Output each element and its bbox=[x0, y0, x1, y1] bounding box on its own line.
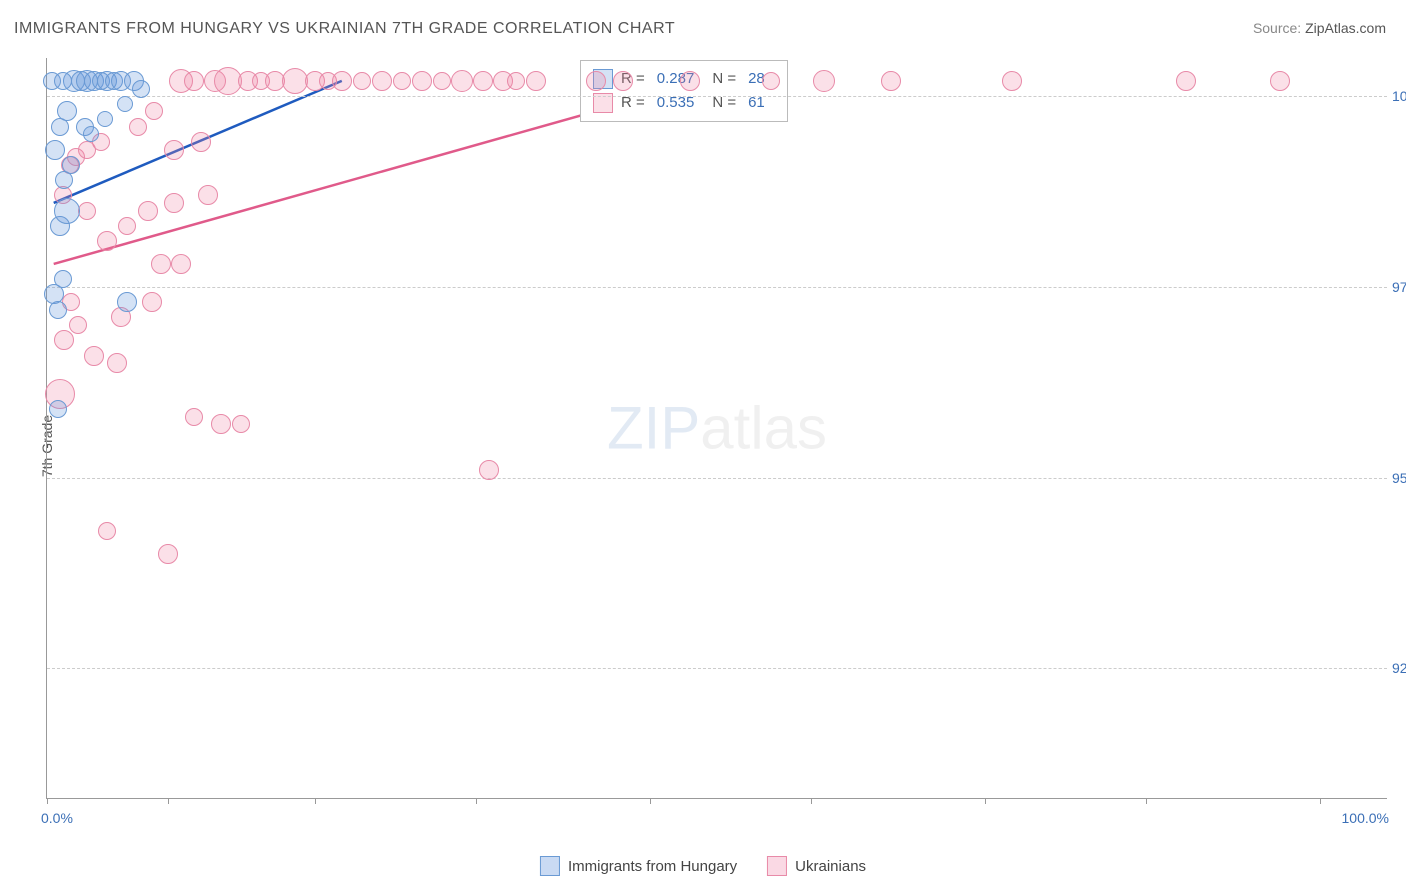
scatter-point bbox=[185, 408, 203, 426]
stats-legend: R =0.287N =28R =0.535N =61 bbox=[580, 60, 788, 122]
legend-swatch bbox=[540, 856, 560, 876]
x-tick bbox=[1146, 798, 1147, 804]
legend-swatch bbox=[767, 856, 787, 876]
scatter-point bbox=[473, 71, 493, 91]
watermark-right: atlas bbox=[700, 395, 827, 462]
scatter-point bbox=[97, 111, 113, 127]
scatter-point bbox=[613, 71, 633, 91]
watermark: ZIPatlas bbox=[607, 394, 827, 463]
scatter-point bbox=[62, 156, 80, 174]
scatter-point bbox=[282, 68, 308, 94]
stat-n-label: N = bbox=[712, 67, 736, 91]
scatter-point bbox=[138, 201, 158, 221]
scatter-point bbox=[526, 71, 546, 91]
stats-legend-row: R = 0.535 N = 61 bbox=[593, 91, 775, 115]
scatter-point bbox=[184, 71, 204, 91]
x-tick bbox=[985, 798, 986, 804]
watermark-left: ZIP bbox=[607, 395, 700, 462]
scatter-point bbox=[117, 292, 137, 312]
scatter-point bbox=[129, 118, 147, 136]
scatter-point bbox=[54, 330, 74, 350]
scatter-point bbox=[49, 400, 67, 418]
scatter-point bbox=[412, 71, 432, 91]
gridline bbox=[47, 478, 1387, 479]
gridline bbox=[47, 96, 1387, 97]
x-tick bbox=[650, 798, 651, 804]
scatter-point bbox=[151, 254, 171, 274]
x-tick bbox=[1320, 798, 1321, 804]
y-tick-label: 97.5% bbox=[1392, 279, 1406, 295]
x-tick bbox=[315, 798, 316, 804]
scatter-point bbox=[78, 202, 96, 220]
scatter-point bbox=[117, 96, 133, 112]
scatter-point bbox=[881, 71, 901, 91]
scatter-point bbox=[45, 140, 65, 160]
stat-n-value: 61 bbox=[748, 91, 765, 115]
scatter-point bbox=[191, 132, 211, 152]
stat-n-label: N = bbox=[712, 91, 736, 115]
scatter-point bbox=[164, 193, 184, 213]
stat-r-label: R = bbox=[621, 91, 645, 115]
scatter-point bbox=[451, 70, 473, 92]
scatter-point bbox=[145, 102, 163, 120]
y-tick-label: 92.5% bbox=[1392, 660, 1406, 676]
y-tick-label: 95.0% bbox=[1392, 470, 1406, 486]
scatter-point bbox=[158, 544, 178, 564]
stat-r-value: 0.535 bbox=[657, 91, 695, 115]
scatter-point bbox=[211, 414, 231, 434]
x-tick bbox=[476, 798, 477, 804]
chart-title: IMMIGRANTS FROM HUNGARY VS UKRAINIAN 7TH… bbox=[14, 20, 675, 38]
scatter-point bbox=[69, 316, 87, 334]
scatter-point bbox=[164, 140, 184, 160]
scatter-point bbox=[49, 301, 67, 319]
bottom-legend: Immigrants from Hungary Ukrainians bbox=[540, 856, 866, 876]
scatter-point bbox=[1176, 71, 1196, 91]
x-tick-label: 0.0% bbox=[41, 810, 73, 826]
source-label: Source: bbox=[1253, 20, 1301, 36]
chart-plot-area: ZIPatlas R =0.287N =28R =0.535N =61 100.… bbox=[46, 58, 1387, 799]
scatter-point bbox=[680, 71, 700, 91]
scatter-point bbox=[332, 71, 352, 91]
scatter-point bbox=[232, 415, 250, 433]
scatter-point bbox=[393, 72, 411, 90]
scatter-point bbox=[586, 71, 606, 91]
x-tick-label: 100.0% bbox=[1342, 810, 1389, 826]
scatter-point bbox=[1270, 71, 1290, 91]
scatter-point bbox=[762, 72, 780, 90]
scatter-point bbox=[54, 72, 72, 90]
scatter-point bbox=[372, 71, 392, 91]
source-attribution: Source: ZipAtlas.com bbox=[1253, 20, 1386, 36]
scatter-point bbox=[353, 72, 371, 90]
scatter-point bbox=[813, 70, 835, 92]
scatter-point bbox=[54, 198, 80, 224]
x-tick bbox=[168, 798, 169, 804]
scatter-point bbox=[97, 231, 117, 251]
scatter-point bbox=[84, 346, 104, 366]
x-tick bbox=[811, 798, 812, 804]
scatter-point bbox=[54, 270, 72, 288]
scatter-point bbox=[132, 80, 150, 98]
gridline bbox=[47, 287, 1387, 288]
scatter-point bbox=[433, 72, 451, 90]
y-tick-label: 100.0% bbox=[1392, 88, 1406, 104]
scatter-point bbox=[57, 101, 77, 121]
gridline bbox=[47, 668, 1387, 669]
scatter-point bbox=[507, 72, 525, 90]
source-value: ZipAtlas.com bbox=[1305, 20, 1386, 36]
scatter-point bbox=[479, 460, 499, 480]
legend-label: Ukrainians bbox=[795, 858, 866, 875]
scatter-point bbox=[1002, 71, 1022, 91]
x-tick bbox=[47, 798, 48, 804]
scatter-point bbox=[98, 522, 116, 540]
scatter-point bbox=[171, 254, 191, 274]
scatter-point bbox=[118, 217, 136, 235]
scatter-point bbox=[198, 185, 218, 205]
scatter-point bbox=[142, 292, 162, 312]
scatter-point bbox=[83, 126, 99, 142]
bottom-legend-item: Immigrants from Hungary bbox=[540, 856, 737, 876]
scatter-point bbox=[107, 353, 127, 373]
bottom-legend-item: Ukrainians bbox=[767, 856, 866, 876]
legend-label: Immigrants from Hungary bbox=[568, 858, 737, 875]
